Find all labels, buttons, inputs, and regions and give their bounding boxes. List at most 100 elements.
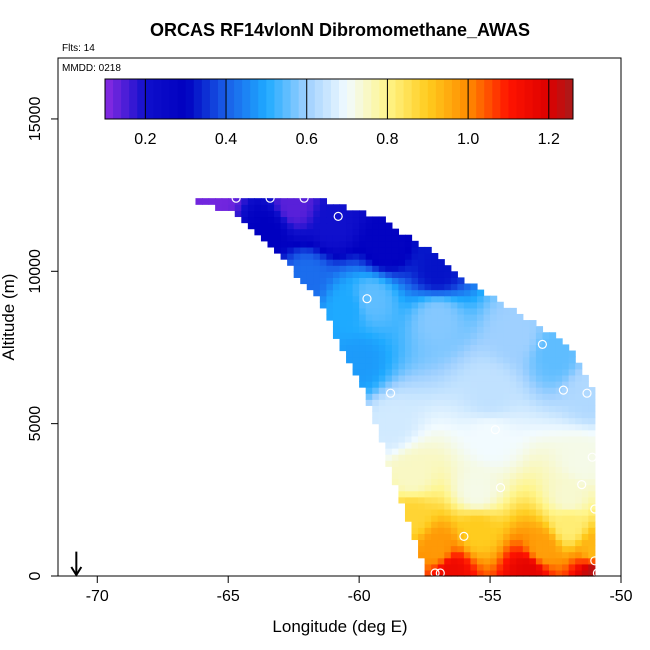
heatmap-cell	[313, 228, 321, 236]
heatmap-cell	[490, 466, 498, 473]
heatmap-cell	[509, 563, 517, 571]
heatmap-cell	[319, 204, 328, 211]
heatmap-cell	[476, 502, 485, 510]
heatmap-cell	[411, 289, 419, 297]
heatmap-cell	[575, 502, 583, 510]
heatmap-cell	[352, 259, 360, 266]
heatmap-cell	[365, 399, 373, 406]
heatmap-cell	[529, 320, 537, 327]
heatmap-cell	[424, 393, 432, 400]
heatmap-cell	[431, 362, 439, 370]
heatmap-cell	[490, 460, 498, 467]
heatmap-cell	[332, 240, 341, 248]
heatmap-cell	[352, 271, 360, 278]
heatmap-cell	[444, 307, 452, 315]
heatmap-cell	[581, 490, 589, 498]
heatmap-cell	[280, 253, 288, 260]
heatmap-cell	[300, 216, 308, 224]
heatmap-cell	[424, 563, 432, 571]
heatmap-cell	[548, 521, 557, 528]
heatmap-cell	[575, 533, 583, 541]
heatmap-cell	[457, 515, 465, 522]
heatmap-cell	[562, 374, 570, 382]
heatmap-cell	[542, 387, 550, 394]
heatmap-cell	[516, 338, 524, 346]
heatmap-cell	[346, 313, 354, 321]
heatmap-cell	[444, 545, 452, 553]
heatmap-cell	[418, 387, 426, 394]
heatmap-cell	[483, 533, 491, 541]
heatmap-cell	[437, 344, 445, 352]
heatmap-cell	[522, 539, 530, 547]
heatmap-cell	[391, 246, 400, 254]
heatmap-cell	[548, 454, 557, 461]
colorbar-tick-label: 0.4	[215, 131, 237, 148]
heatmap-cell	[483, 350, 491, 358]
heatmap-cell	[542, 502, 550, 510]
heatmap-cell	[463, 368, 472, 376]
heatmap-cell	[496, 350, 504, 358]
heatmap-cell	[509, 478, 517, 486]
heatmap-cell	[398, 253, 406, 260]
heatmap-cell	[332, 210, 341, 218]
heatmap-cell	[555, 380, 563, 388]
heatmap-cell	[496, 429, 504, 437]
heatmap-cell	[372, 253, 380, 260]
heatmap-cell	[352, 265, 360, 272]
heatmap-cell	[339, 313, 347, 321]
heatmap-cell	[365, 380, 373, 388]
heatmap-cell	[372, 405, 380, 413]
heatmap-cell	[444, 313, 452, 321]
heatmap-cell	[365, 216, 373, 224]
heatmap-cell	[542, 508, 550, 516]
heatmap-cell	[359, 368, 367, 376]
heatmap-cell	[418, 466, 426, 473]
heatmap-cell	[372, 259, 380, 266]
heatmap-cell	[450, 307, 458, 315]
heatmap-cell	[424, 490, 432, 498]
heatmap-cell	[444, 417, 452, 425]
heatmap-cell	[555, 374, 563, 382]
heatmap-cell	[457, 405, 465, 413]
heatmap-cell	[424, 551, 432, 559]
heatmap-cell	[424, 472, 432, 480]
heatmap-cell	[470, 515, 478, 522]
heatmap-cell	[490, 356, 498, 364]
heatmap-cell	[516, 344, 524, 352]
heatmap-cell	[306, 271, 314, 278]
heatmap-cell	[562, 569, 570, 577]
heatmap-cell	[404, 277, 413, 285]
heatmap-cell	[450, 515, 458, 522]
heatmap-cell	[306, 240, 314, 248]
heatmap-cell	[391, 460, 400, 467]
heatmap-cell	[490, 399, 498, 406]
heatmap-cell	[287, 259, 295, 266]
date-label: MMDD: 0218	[62, 63, 121, 74]
heatmap-cell	[509, 417, 517, 425]
heatmap-cell	[424, 466, 432, 473]
heatmap-cell	[300, 204, 308, 211]
heatmap-cell	[522, 545, 530, 553]
heatmap-cell	[568, 563, 576, 571]
heatmap-cell	[463, 289, 472, 297]
heatmap-cell	[352, 234, 360, 242]
heatmap-cell	[326, 228, 334, 236]
heatmap-cell	[588, 441, 596, 449]
heatmap-cell	[548, 429, 557, 437]
heatmap-cell	[457, 338, 465, 346]
heatmap-cell	[346, 350, 354, 358]
heatmap-cell	[267, 198, 275, 205]
sample-point	[590, 504, 600, 514]
heatmap-cell	[280, 228, 288, 236]
heatmap-cell	[457, 502, 465, 510]
heatmap-cell	[476, 496, 485, 504]
heatmap-cell	[588, 484, 596, 492]
heatmap-cell	[588, 569, 596, 577]
heatmap-cell	[483, 393, 491, 400]
heatmap-cell	[568, 508, 576, 516]
heatmap-cell	[326, 265, 334, 272]
heatmap-cell	[437, 545, 445, 553]
heatmap-cell	[548, 448, 557, 455]
heatmap-cell	[365, 313, 373, 321]
heatmap-cell	[548, 466, 557, 473]
